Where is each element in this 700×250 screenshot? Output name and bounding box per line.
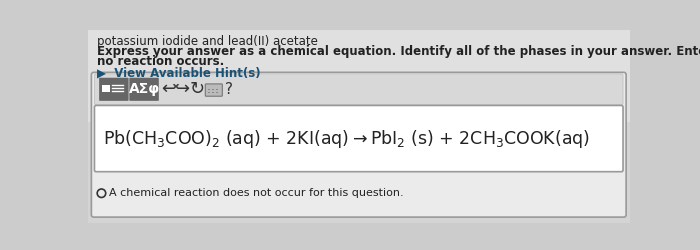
Text: ↩: ↩ bbox=[161, 80, 176, 98]
FancyBboxPatch shape bbox=[130, 78, 159, 101]
Text: no reaction occurs.: no reaction occurs. bbox=[97, 55, 224, 68]
Text: potassium iodide and lead(II) acetate: potassium iodide and lead(II) acetate bbox=[97, 36, 318, 49]
FancyBboxPatch shape bbox=[92, 72, 626, 217]
Text: AΣφ: AΣφ bbox=[129, 82, 160, 96]
Bar bbox=[216, 88, 218, 90]
FancyBboxPatch shape bbox=[99, 78, 129, 101]
Text: ↪: ↪ bbox=[175, 80, 190, 98]
Bar bbox=[216, 92, 218, 93]
FancyBboxPatch shape bbox=[94, 74, 623, 105]
Text: $\mathregular{Pb(CH_3COO)_2}$ (aq) + $\mathregular{2KI}$(aq)$\mathregular{\right: $\mathregular{Pb(CH_3COO)_2}$ (aq) + $\m… bbox=[103, 128, 590, 150]
Bar bbox=[209, 88, 210, 90]
Text: ▶  View Available Hint(s): ▶ View Available Hint(s) bbox=[97, 67, 260, 80]
FancyBboxPatch shape bbox=[205, 84, 223, 96]
Bar bbox=[212, 92, 214, 93]
Text: ?: ? bbox=[225, 82, 233, 97]
Text: A chemical reaction does not occur for this question.: A chemical reaction does not occur for t… bbox=[109, 188, 404, 198]
Text: ↻: ↻ bbox=[189, 80, 204, 98]
FancyBboxPatch shape bbox=[94, 106, 623, 172]
Bar bbox=[212, 88, 214, 90]
Bar bbox=[88, 30, 630, 122]
Bar bbox=[209, 92, 210, 93]
Bar bbox=[102, 85, 110, 92]
Text: Express your answer as a chemical equation. Identify all of the phases in your a: Express your answer as a chemical equati… bbox=[97, 46, 700, 59]
